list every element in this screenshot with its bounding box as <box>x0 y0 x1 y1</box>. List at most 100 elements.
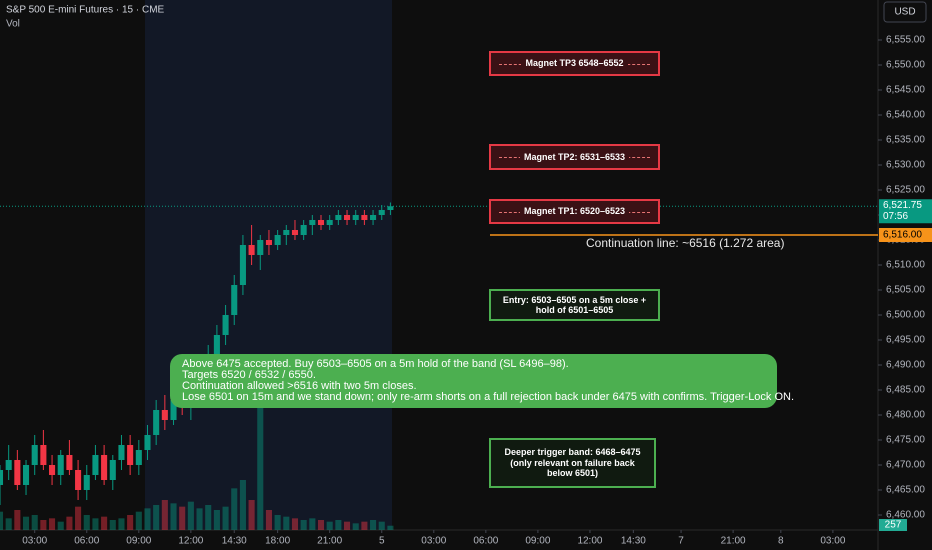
note-line: Continuation allowed >6516 with two 5m c… <box>182 380 417 392</box>
level-tag <box>879 228 932 242</box>
volume-bar <box>326 521 333 530</box>
volume-bar <box>144 508 151 530</box>
volume-bar <box>248 500 255 530</box>
volume-label: Vol <box>6 19 20 30</box>
candle-body <box>40 445 47 465</box>
candle-body <box>109 460 116 480</box>
candle-body <box>83 475 90 490</box>
candle-body <box>75 470 82 490</box>
candle-body <box>300 225 307 235</box>
currency-button[interactable] <box>883 1 927 23</box>
x-tick-label: 5 <box>379 536 385 547</box>
volume-bar <box>0 511 4 530</box>
candle-body <box>22 465 30 485</box>
volume-bar <box>40 520 47 530</box>
volume-bar <box>291 518 299 530</box>
candle-body <box>57 455 64 475</box>
magnet-box: Magnet TP3 6548–6552 <box>489 51 660 76</box>
volume-bar <box>179 506 186 530</box>
volume-bar <box>83 515 90 530</box>
note: Above 6475 accepted. Buy 6503–6505 on a … <box>170 354 794 408</box>
y-tick-label: 6,485.00 <box>886 385 925 396</box>
candle-body <box>352 215 359 220</box>
volume-bar <box>118 518 125 530</box>
x-tick-label: 12:00 <box>178 536 203 547</box>
candle-body <box>5 460 12 470</box>
volume-bar <box>101 516 108 530</box>
y-tick-label: 6,555.00 <box>886 35 925 46</box>
entry-box: Entry: 6503–6505 on a 5m close + hold of… <box>489 289 660 321</box>
candle-body <box>31 445 38 465</box>
last-price-tag <box>879 199 932 224</box>
last-price-label: 6,521.75 <box>883 200 922 211</box>
x-tick-label: 21:00 <box>721 536 746 547</box>
candle-body <box>370 215 377 220</box>
volume-bar <box>161 500 168 530</box>
x-tick-label: 14:30 <box>222 536 247 547</box>
candle-body <box>326 220 333 225</box>
note-line: Targets 6520 / 6532 / 6550. <box>182 369 316 381</box>
candle-body <box>118 445 125 460</box>
candle-body <box>0 470 4 485</box>
volume-bar <box>5 518 12 530</box>
volume-bar <box>153 505 160 530</box>
candle-body <box>283 230 290 235</box>
candle-body <box>144 435 151 450</box>
volume-bar <box>231 488 238 530</box>
volume-bar <box>274 515 281 530</box>
volume-bar <box>387 525 394 530</box>
y-tick-label: 6,530.00 <box>886 160 925 171</box>
volume-bar <box>187 501 194 530</box>
candle-body <box>49 465 56 475</box>
volume-bar <box>378 521 385 530</box>
volume-bar <box>317 520 325 530</box>
candle-body <box>317 220 325 225</box>
volume-bar <box>135 511 142 530</box>
candle-body <box>335 215 342 220</box>
magnet-text: Magnet TP3 6548–6552 <box>521 58 628 69</box>
magnet-text: Magnet TP2: 6531–6533 <box>519 151 630 163</box>
candle-body <box>127 445 134 465</box>
volume-bar <box>57 521 64 530</box>
candle-body <box>213 335 220 355</box>
x-tick-label: 8 <box>778 536 784 547</box>
y-tick-label: 6,500.00 <box>886 310 925 321</box>
volume-bar <box>239 480 246 530</box>
candle-body <box>361 215 368 220</box>
chart-title: S&P 500 E-mini Futures · 15 · CME <box>6 5 165 16</box>
volume-bar <box>66 516 73 530</box>
candle-body <box>153 410 160 435</box>
volume-bar <box>352 523 359 530</box>
candle-body <box>135 450 142 465</box>
volume-bar <box>92 518 99 530</box>
y-tick-label: 6,470.00 <box>886 460 925 471</box>
currency[interactable]: USD <box>894 7 915 18</box>
x-tick-label: 06:00 <box>74 536 99 547</box>
volume-bar <box>213 510 220 530</box>
y-tick-label: 6,535.00 <box>886 135 925 146</box>
volume-bar <box>283 516 290 530</box>
candle-body <box>257 240 264 255</box>
y-tick-label: 6,525.00 <box>886 185 925 196</box>
x-tick-label: 09:00 <box>126 536 151 547</box>
y-tick-label: 6,545.00 <box>886 85 925 96</box>
y-tick-label: 6,495.00 <box>886 335 925 346</box>
candle-body <box>92 455 99 475</box>
volume-tag <box>879 519 907 531</box>
session-band <box>145 0 392 530</box>
magnet-text: Magnet TP1: 6520–6523 <box>519 206 630 217</box>
x-tick-label: 7 <box>678 536 684 547</box>
volume-bar <box>22 516 30 530</box>
candle-body <box>170 400 177 420</box>
x-tick-label: 18:00 <box>265 536 290 547</box>
y-tick-label: 6,540.00 <box>886 110 925 121</box>
magnet-box: Magnet TP2: 6531–6533 <box>489 144 660 170</box>
volume-bar <box>370 520 377 530</box>
candle-body <box>274 235 281 245</box>
candle-body <box>231 285 238 315</box>
countdown: 07:56 <box>883 211 908 222</box>
volume-bar <box>109 520 116 530</box>
magnet-box: Magnet TP1: 6520–6523 <box>489 199 660 224</box>
volume-bar <box>75 506 82 530</box>
